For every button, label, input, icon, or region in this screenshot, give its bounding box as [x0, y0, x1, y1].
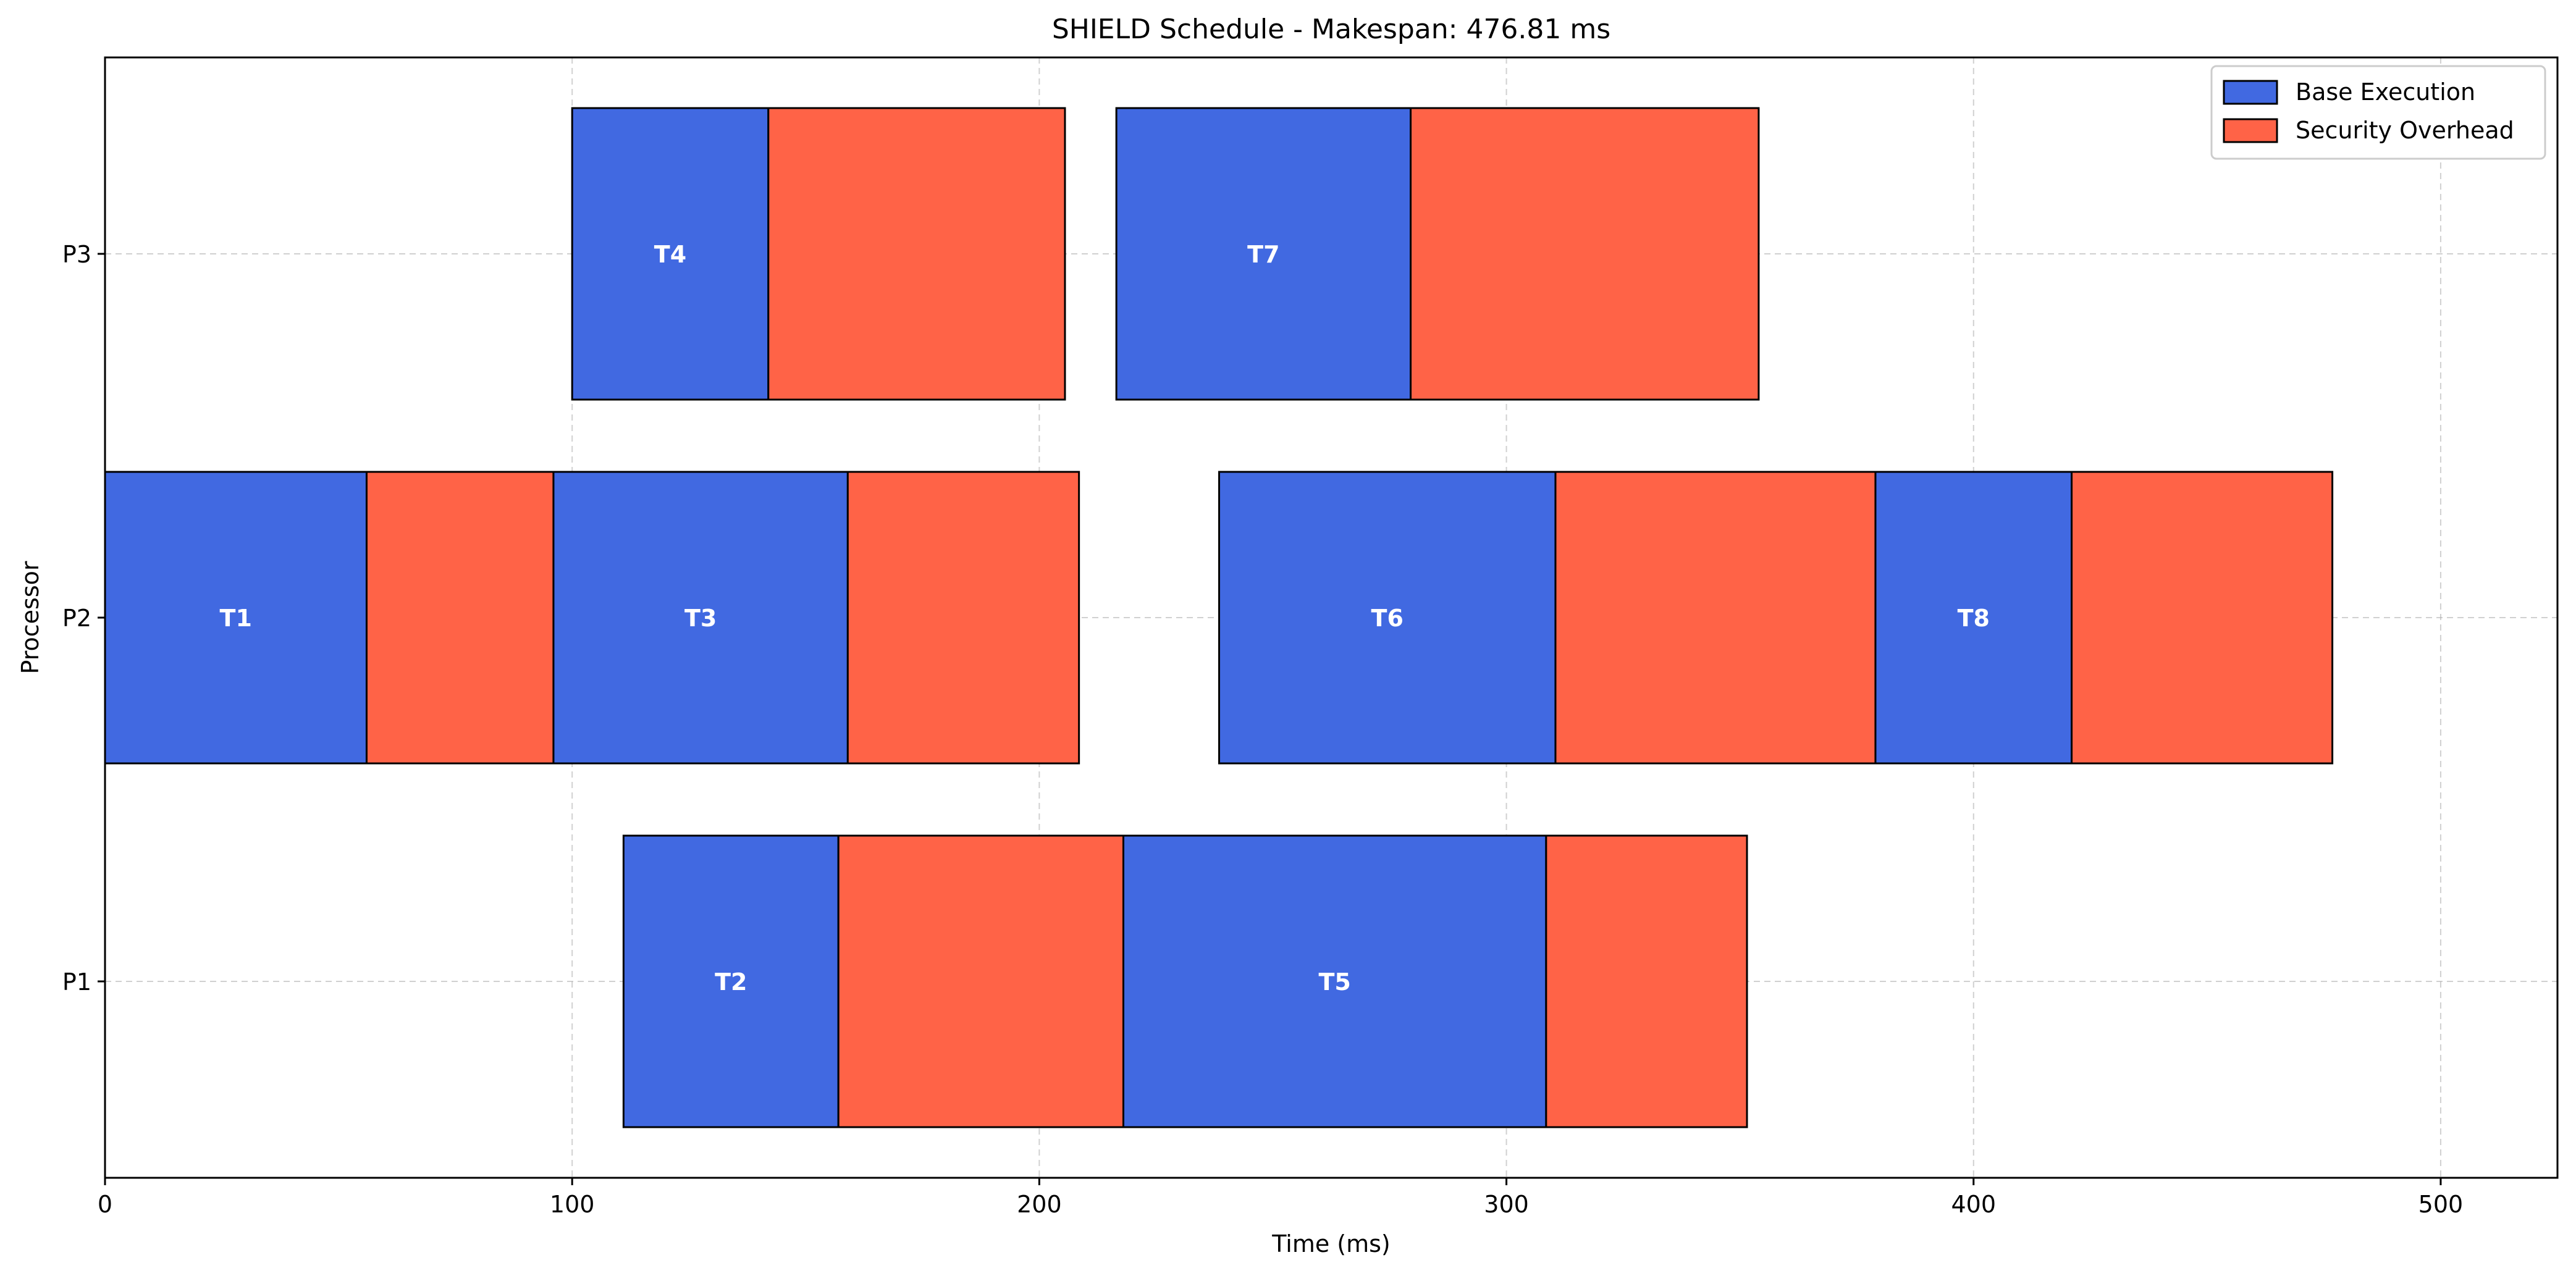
task-label-t8: T8	[1958, 605, 1990, 632]
legend: Base Execution Security Overhead	[2210, 65, 2546, 160]
task-label-t6: T6	[1371, 605, 1404, 632]
bar-base-t5	[1122, 834, 1547, 1128]
task-label-t5: T5	[1318, 968, 1350, 996]
x-tick-label: 400	[1951, 1191, 1996, 1218]
axis-ticks: 0 100 200 300 400 500 P1 P2 P3	[62, 241, 2463, 1218]
bar-overhead-t8	[2071, 471, 2334, 765]
bar-base-t2	[622, 834, 840, 1128]
y-tick-label-p1: P1	[62, 968, 91, 996]
bar-overhead-t7	[1410, 107, 1760, 401]
x-tick-label: 200	[1017, 1191, 1062, 1218]
x-tick-label: 300	[1484, 1191, 1529, 1218]
task-label-t1: T1	[220, 605, 252, 632]
x-axis-label: Time (ms)	[1271, 1230, 1391, 1257]
legend-swatch-base-execution	[2223, 80, 2278, 105]
y-tick-label-p3: P3	[62, 241, 91, 268]
legend-label-base-execution: Base Execution	[2296, 78, 2475, 106]
x-tick-label: 100	[550, 1191, 595, 1218]
bar-base-t8	[1874, 471, 2073, 765]
legend-swatch-security-overhead	[2223, 118, 2278, 143]
bar-base-t6	[1218, 471, 1557, 765]
bar-base-t3	[552, 471, 849, 765]
x-tick-label: 500	[2418, 1191, 2464, 1218]
task-label-t7: T7	[1247, 241, 1279, 268]
bar-overhead-t3	[846, 471, 1080, 765]
task-label-t3: T3	[684, 605, 717, 632]
bar-overhead-t5	[1545, 834, 1748, 1128]
task-label-t4: T4	[654, 241, 686, 268]
task-label-t2: T2	[715, 968, 747, 996]
bar-overhead-t1	[365, 471, 555, 765]
bar-base-t7	[1115, 107, 1412, 401]
y-axis-label: Processor	[17, 561, 44, 674]
bar-overhead-t4	[767, 107, 1066, 401]
bar-overhead-t2	[837, 834, 1124, 1128]
legend-frame	[2210, 65, 2546, 160]
legend-label-security-overhead: Security Overhead	[2296, 117, 2514, 144]
x-tick-label: 0	[98, 1191, 112, 1218]
y-tick-label-p2: P2	[62, 605, 91, 632]
bar-overhead-t6	[1554, 471, 1877, 765]
chart-title: SHIELD Schedule - Makespan: 476.81 ms	[1052, 14, 1610, 45]
bars: T1 T3 T6 T8 T4 T7 T2 T5	[104, 107, 2334, 1128]
